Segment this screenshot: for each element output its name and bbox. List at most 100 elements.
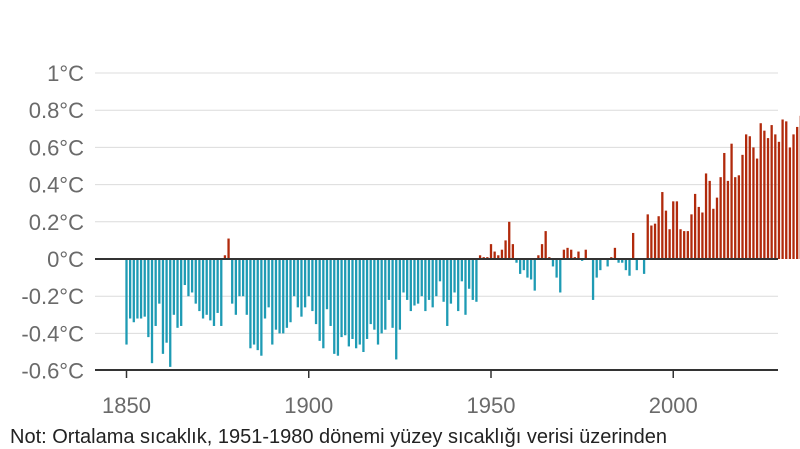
x-tick-label: 1950 (467, 393, 516, 418)
bar-1908 (337, 259, 339, 356)
x-tick-label: 1900 (284, 393, 333, 418)
bar-1881 (238, 259, 240, 296)
bar-2030 (781, 120, 783, 260)
bar-1868 (191, 259, 193, 292)
bar-1990 (636, 259, 638, 270)
bar-1988 (628, 259, 630, 276)
bar-2027 (771, 125, 773, 259)
bar-1982 (606, 259, 608, 266)
y-tick-label: 0.4°C (29, 173, 84, 198)
bar-1902 (315, 259, 317, 324)
bar-1932 (424, 259, 426, 311)
bar-1852 (133, 259, 135, 322)
bar-1869 (195, 259, 197, 304)
bar-1950 (490, 244, 492, 259)
bar-2023 (756, 159, 758, 259)
bar-1882 (242, 259, 244, 296)
bar-1933 (428, 259, 430, 300)
bar-2024 (760, 123, 762, 259)
bar-1854 (140, 259, 142, 319)
bar-1961 (530, 259, 532, 279)
bar-1862 (169, 259, 171, 367)
bar-1853 (136, 259, 138, 319)
bar-1942 (461, 259, 463, 281)
bar-1915 (362, 259, 364, 352)
bar-1936 (439, 259, 441, 281)
bar-1884 (249, 259, 251, 348)
bar-1959 (523, 259, 525, 270)
bar-1899 (304, 259, 306, 307)
bar-1940 (453, 259, 455, 292)
bar-1906 (329, 259, 331, 326)
x-tick-label: 2000 (649, 393, 698, 418)
bar-2029 (778, 142, 780, 259)
bar-1995 (654, 224, 656, 259)
bar-1929 (413, 259, 415, 306)
bar-1946 (475, 259, 477, 302)
bar-1894 (286, 259, 288, 328)
bar-1953 (501, 250, 503, 259)
bar-1883 (246, 259, 248, 315)
bar-1892 (278, 259, 280, 333)
bar-2028 (774, 134, 776, 259)
bar-2016 (730, 144, 732, 259)
bar-1999 (668, 229, 670, 259)
bar-2019 (741, 155, 743, 259)
bar-1962 (534, 259, 536, 291)
bar-1987 (625, 259, 627, 270)
bar-1900 (308, 259, 310, 296)
bar-1922 (388, 259, 390, 300)
bar-1856 (147, 259, 149, 337)
y-tick-label: 0.6°C (29, 135, 84, 160)
bar-1938 (446, 259, 448, 326)
bar-1878 (227, 239, 229, 259)
bar-1887 (260, 259, 262, 356)
bar-1967 (552, 259, 554, 266)
bar-2008 (701, 213, 703, 260)
bar-2033 (792, 134, 794, 259)
bar-1888 (264, 259, 266, 319)
bar-1954 (504, 240, 506, 259)
bar-1944 (468, 259, 470, 289)
bar-1898 (300, 259, 302, 317)
x-tick-label: 1850 (102, 393, 151, 418)
bar-1923 (391, 259, 393, 328)
bar-1998 (665, 211, 667, 259)
bar-1916 (366, 259, 368, 339)
y-tick-label: 0°C (47, 247, 84, 272)
bar-1863 (173, 259, 175, 315)
bar-1850 (125, 259, 127, 345)
bar-1857 (151, 259, 153, 363)
bar-1867 (187, 259, 189, 296)
bar-1865 (180, 259, 182, 326)
bar-2031 (785, 121, 787, 259)
bar-1901 (311, 259, 313, 311)
bar-2004 (687, 231, 689, 259)
bar-2026 (767, 138, 769, 259)
bar-2020 (745, 134, 747, 259)
bar-2005 (690, 214, 692, 259)
bar-1924 (395, 259, 397, 359)
bar-1960 (526, 259, 528, 278)
bar-1945 (472, 259, 474, 300)
bar-1984 (614, 248, 616, 259)
bar-1918 (373, 259, 375, 330)
bar-1909 (340, 259, 342, 337)
bar-1861 (165, 259, 167, 343)
bar-1911 (348, 259, 350, 346)
y-tick-label: -0.6°C (21, 359, 84, 384)
bar-1972 (570, 250, 572, 259)
bar-1870 (198, 259, 200, 311)
bar-2000 (672, 201, 674, 259)
bar-1874 (213, 259, 215, 326)
bar-1910 (344, 259, 346, 335)
bar-1974 (577, 252, 579, 259)
bar-2014 (723, 153, 725, 259)
bar-2017 (734, 177, 736, 259)
bar-1969 (559, 259, 561, 292)
bar-1891 (275, 259, 277, 330)
bar-1879 (231, 259, 233, 304)
bar-1980 (599, 259, 601, 270)
bar-1956 (512, 244, 514, 259)
